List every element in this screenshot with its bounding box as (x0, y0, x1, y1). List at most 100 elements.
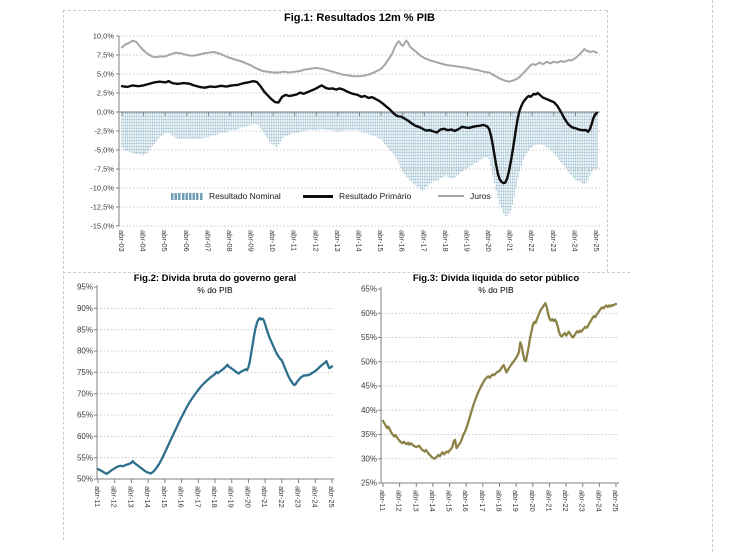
legend-label-primario: Resultado Primário (339, 191, 412, 201)
x-axis-tick-label: abr-22 (527, 230, 536, 252)
x-axis-tick-label: abr-20 (243, 486, 252, 508)
y-axis-tick-label: 50% (361, 357, 377, 366)
y-axis-tick-label: 40% (361, 406, 377, 415)
page-break-line-middle (63, 272, 630, 273)
primario-line-swatch-icon (303, 194, 333, 198)
x-axis-tick-label: abr-17 (478, 490, 487, 512)
y-axis-tick-label: 75% (77, 368, 93, 377)
x-axis-tick-label: abr-21 (544, 490, 553, 512)
y-axis-tick-label: 50% (77, 475, 93, 484)
fig3-title: Fig.3: Divida liquida do setor público (412, 273, 580, 284)
fig3-subtitle: % do PIB (478, 285, 514, 295)
y-axis-tick-label: 55% (77, 453, 93, 462)
x-axis-tick-label: abr-19 (511, 490, 520, 512)
legend-item-resultado-primario: Resultado Primário (303, 191, 411, 201)
x-axis-tick-label: abr-17 (419, 230, 428, 252)
x-axis-tick-label: abr-09 (247, 230, 256, 252)
x-axis-tick-label: abr-13 (333, 230, 342, 252)
juros-line (121, 39, 598, 83)
x-axis-tick-label: abr-16 (461, 490, 470, 512)
x-axis-tick-label: abr-08 (225, 230, 234, 252)
page-break-line-top (63, 10, 607, 11)
divida-bruta-line (96, 316, 334, 476)
x-axis-tick-label: abr-21 (506, 230, 515, 252)
y-axis-tick-label: 60% (77, 432, 93, 441)
y-axis-tick-label: 5,0% (97, 70, 114, 79)
x-axis-tick-label: abr-15 (445, 490, 454, 512)
fig1-title: Fig.1: Resultados 12m % PIB (284, 12, 435, 24)
x-axis-tick-label: abr-16 (398, 230, 407, 252)
x-axis-tick-label: abr-20 (528, 490, 537, 512)
y-axis-tick-label: 2,5% (97, 89, 114, 98)
fig2-subtitle: % do PIB (197, 285, 233, 295)
y-axis-tick-label: 90% (77, 304, 93, 313)
legend-label-nominal: Resultado Nominal (209, 191, 281, 201)
y-axis-tick-label: 35% (361, 430, 377, 439)
x-axis-tick-label: abr-10 (268, 230, 277, 252)
primario-line (120, 80, 599, 185)
y-axis-tick-label: 65% (361, 285, 377, 294)
x-axis-tick-label: abr-12 (110, 486, 119, 508)
y-axis-tick-label: -15,0% (90, 222, 114, 231)
x-axis-tick-label: abr-13 (411, 490, 420, 512)
x-axis-tick-label: abr-15 (160, 486, 169, 508)
legend-item-resultado-nominal: Resultado Nominal (171, 191, 281, 201)
y-axis-tick-label: -10,0% (90, 184, 114, 193)
x-axis-tick-label: abr-19 (462, 230, 471, 252)
y-axis-tick-label: 70% (77, 389, 93, 398)
x-axis-tick-label: abr-06 (182, 230, 191, 252)
y-axis-tick-label: 30% (361, 454, 377, 463)
legend-label-juros: Juros (470, 191, 491, 201)
x-axis-tick-label: abr-11 (93, 486, 102, 507)
x-axis-tick-label: abr-25 (611, 490, 620, 512)
x-axis-tick-label: abr-05 (160, 230, 169, 252)
y-axis-tick-label: 55% (361, 333, 377, 342)
y-axis-tick-label: 65% (77, 411, 93, 420)
x-axis-tick-label: abr-22 (277, 486, 286, 508)
x-axis-tick-label: abr-11 (290, 230, 299, 251)
y-axis-tick-label: 10,0% (93, 32, 115, 41)
x-axis-tick-label: abr-18 (210, 486, 219, 508)
y-axis-tick-label: 60% (361, 309, 377, 318)
y-axis-tick-label: -2,5% (94, 127, 114, 136)
x-axis-tick-label: abr-07 (203, 230, 212, 252)
page-break-line-left (63, 10, 64, 540)
x-axis-tick-label: abr-20 (484, 230, 493, 252)
y-axis-tick-label: 95% (77, 283, 93, 292)
divida-liquida-line (381, 301, 618, 460)
legend-item-juros: Juros (438, 191, 491, 201)
x-axis-tick-label: abr-25 (327, 486, 336, 508)
x-axis-tick-label: abr-11 (378, 490, 387, 511)
y-axis-tick-label: 7,5% (97, 51, 114, 60)
x-axis-tick-label: abr-24 (310, 486, 319, 508)
y-axis-tick-label: 0,0% (97, 108, 114, 117)
x-axis-tick-label: abr-21 (260, 486, 269, 508)
y-axis-tick-label: 25% (361, 479, 377, 488)
x-axis-tick-label: abr-23 (578, 490, 587, 512)
x-axis-tick-label: abr-24 (594, 490, 603, 512)
x-axis-tick-label: abr-15 (376, 230, 385, 252)
page-break-line-far-right (712, 0, 713, 552)
x-axis-tick-label: abr-14 (428, 490, 437, 512)
y-axis-tick-label: 80% (77, 347, 93, 356)
x-axis-tick-label: abr-19 (227, 486, 236, 508)
x-axis-tick-label: abr-24 (570, 230, 579, 252)
nominal-bar-swatch-icon (171, 192, 203, 200)
x-axis-tick-label: abr-23 (549, 230, 558, 252)
fig2-title: Fig.2: Divida bruta do governo geral (133, 273, 297, 284)
x-axis-tick-label: abr-12 (311, 230, 320, 252)
x-axis-tick-label: abr-16 (177, 486, 186, 508)
x-axis-tick-label: abr-14 (355, 230, 364, 252)
y-axis-tick-label: -12,5% (90, 203, 114, 212)
y-axis-tick-label: 45% (361, 382, 377, 391)
page-break-line-right-fig1 (607, 10, 608, 272)
x-axis-tick-label: abr-18 (441, 230, 450, 252)
x-axis-tick-label: abr-14 (143, 486, 152, 508)
x-axis-tick-label: abr-12 (395, 490, 404, 512)
y-axis-tick-label: 85% (77, 325, 93, 334)
x-axis-tick-label: abr-17 (193, 486, 202, 508)
y-axis-tick-label: -5,0% (94, 146, 114, 155)
juros-line-swatch-icon (438, 194, 464, 198)
